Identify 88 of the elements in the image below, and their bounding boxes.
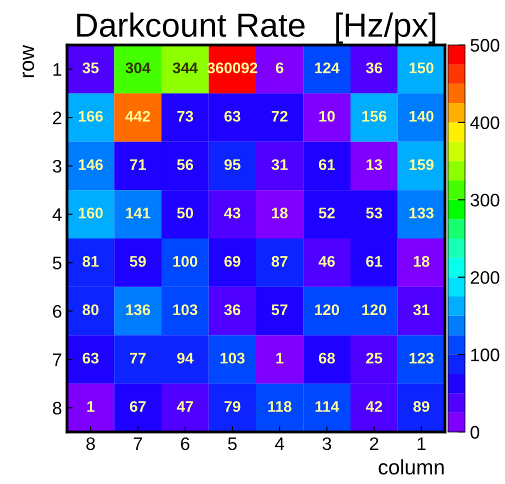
data-label: 100 [173, 256, 198, 267]
data-label: 69 [224, 256, 240, 267]
data-label: 50 [177, 208, 193, 218]
x-axis-title: column [378, 459, 444, 475]
data-label: 344 [172, 62, 198, 74]
data-label: 36 [224, 304, 240, 316]
data-label: 10 [319, 110, 335, 122]
data-label: 166 [78, 110, 103, 122]
data-label: 81 [82, 256, 99, 267]
data-label: 61 [366, 256, 382, 267]
data-label: 123 [410, 352, 434, 364]
data-label: 13 [366, 159, 382, 170]
data-label: 304 [125, 62, 151, 74]
data-label: 442 [125, 110, 150, 122]
color-bar-label: 100 [471, 348, 500, 362]
color-bar-label: 300 [470, 194, 500, 207]
x-tick-label: 5 [228, 438, 237, 450]
data-label: 67 [130, 401, 146, 412]
data-label: 6 [276, 62, 284, 74]
y-tick-label: 4 [52, 208, 62, 221]
data-label: 52 [318, 208, 335, 218]
data-label: 31 [413, 304, 430, 316]
data-label: 80 [82, 304, 98, 316]
data-label: 61 [318, 159, 335, 170]
data-label: 72 [272, 110, 288, 122]
data-label: 53 [366, 208, 382, 218]
y-tick-label: 8 [52, 402, 62, 415]
data-label: 156 [362, 110, 386, 122]
y-tick-label: 6 [53, 304, 62, 318]
data-label: 103 [173, 304, 198, 316]
data-label: 159 [410, 159, 434, 170]
data-label: 35 [82, 62, 99, 74]
data-label: 124 [315, 62, 340, 74]
data-label: 160 [78, 208, 103, 218]
chart-title: Darkcount Rate [Hz/px] [77, 12, 436, 44]
color-bar-label: 200 [470, 271, 500, 284]
data-label: 73 [177, 110, 194, 122]
data-label: 94 [177, 352, 194, 364]
x-tick-label: 2 [370, 437, 378, 450]
data-label: 18 [272, 208, 288, 218]
data-label: 63 [224, 110, 240, 122]
data-label: 59 [130, 256, 146, 267]
data-label: 57 [272, 304, 288, 316]
data-label: 25 [366, 352, 382, 364]
data-label: 141 [126, 208, 150, 218]
y-tick-label: 5 [52, 256, 62, 270]
data-label: 56 [177, 159, 194, 170]
data-label: 36 [366, 62, 382, 74]
data-label: 95 [224, 159, 240, 170]
data-label: 31 [271, 159, 288, 170]
x-tick-label: 7 [134, 438, 142, 450]
x-tick-label: 8 [86, 437, 95, 450]
data-label: 136 [126, 304, 150, 316]
color-bar-label: 0 [470, 426, 480, 439]
data-label: 68 [318, 352, 335, 364]
data-label: 140 [410, 110, 434, 122]
data-label: 146 [78, 159, 103, 170]
data-label: 46 [318, 256, 335, 267]
data-label: 18 [414, 256, 430, 267]
data-label: 1 [276, 352, 284, 364]
x-tick-label: 1 [418, 438, 426, 450]
data-label: 103 [220, 352, 245, 364]
data-label: 133 [410, 208, 434, 218]
data-label: 71 [130, 159, 146, 170]
data-label: 43 [224, 208, 240, 218]
data-label: 120 [315, 304, 339, 316]
data-label: 47 [176, 401, 193, 412]
data-label: 1 [87, 401, 94, 412]
y-tick-label: 2 [53, 111, 62, 124]
x-tick-label: 3 [322, 437, 332, 450]
data-label: 77 [130, 352, 146, 364]
data-label: 63 [82, 352, 99, 364]
data-label: 150 [410, 62, 434, 74]
data-label: 79 [224, 401, 240, 412]
data-label: 42 [366, 401, 382, 412]
y-tick-label: 1 [53, 63, 62, 76]
data-label: 118 [268, 401, 292, 412]
color-bar-label: 400 [470, 116, 500, 130]
data-label: 89 [413, 401, 430, 412]
y-tick-label: 7 [53, 354, 62, 366]
data-label: 114 [316, 401, 340, 412]
data-label: 87 [272, 256, 288, 267]
x-tick-label: 4 [275, 438, 284, 450]
data-label: 120 [362, 304, 386, 316]
x-tick-label: 6 [181, 437, 190, 450]
color-bar-label: 500 [470, 38, 500, 52]
y-axis-title: row [22, 44, 34, 78]
y-tick-label: 3 [52, 160, 62, 173]
